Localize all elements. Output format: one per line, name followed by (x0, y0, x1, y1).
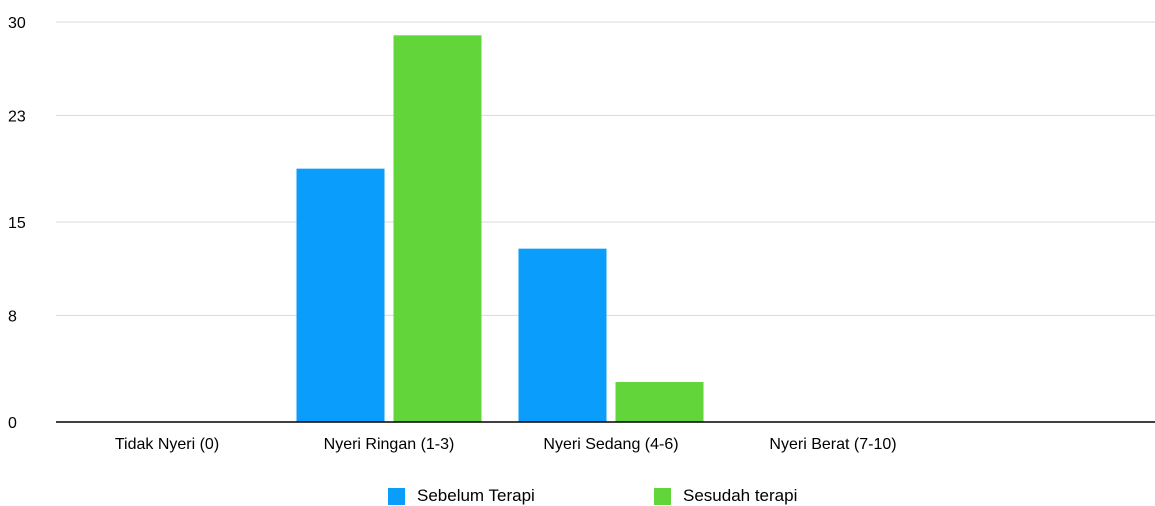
x-category-label: Nyeri Ringan (1-3) (324, 436, 455, 453)
bar-sesudah (615, 382, 704, 422)
y-tick-label: 0 (8, 415, 17, 432)
bar-sebelum (296, 168, 385, 422)
legend-label-sesudah: Sesudah terapi (683, 486, 798, 505)
legend: Sebelum Terapi Sesudah terapi (0, 482, 1155, 506)
bar-sebelum (518, 248, 607, 422)
legend-swatch-sebelum (388, 487, 405, 505)
legend-item-sebelum: Sebelum Terapi (388, 486, 535, 506)
x-category-label: Tidak Nyeri (0) (115, 436, 219, 453)
y-tick-label: 15 (8, 215, 26, 232)
legend-label-sebelum: Sebelum Terapi (417, 486, 535, 505)
x-axis-labels: Tidak Nyeri (0) Nyeri Ringan (1-3) Nyeri S… (115, 436, 897, 453)
bars (296, 35, 704, 422)
y-axis-ticks: 0 8 15 23 30 (8, 15, 26, 432)
y-tick-label: 30 (8, 15, 26, 32)
y-tick-label: 23 (8, 108, 26, 125)
legend-swatch-sesudah (654, 487, 671, 505)
bar-sesudah (393, 35, 482, 422)
bar-chart: 0 8 15 23 30 Tidak Nyeri (0) Nyeri Ringan (1-… (8, 15, 1155, 453)
x-category-label: Nyeri Sedang (4-6) (543, 436, 678, 453)
x-category-label: Nyeri Berat (7-10) (769, 436, 896, 453)
legend-item-sesudah: Sesudah terapi (654, 486, 797, 506)
y-tick-label: 8 (8, 308, 17, 325)
